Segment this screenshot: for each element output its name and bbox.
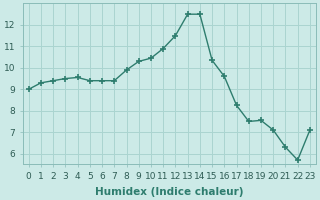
X-axis label: Humidex (Indice chaleur): Humidex (Indice chaleur) — [95, 187, 244, 197]
